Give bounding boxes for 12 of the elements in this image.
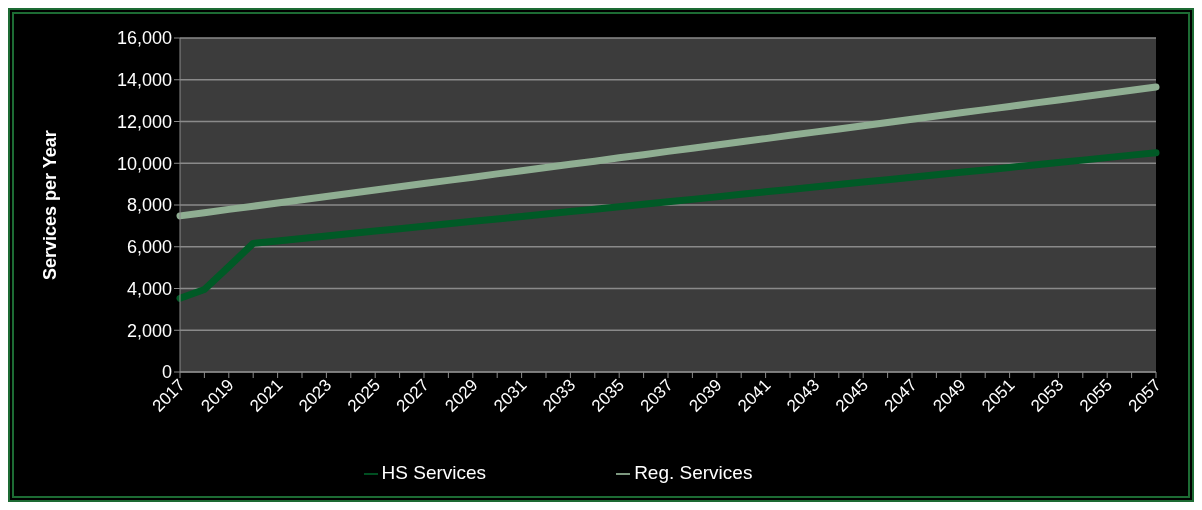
legend-label: Reg. Services	[634, 462, 753, 483]
y-tick-label: 14,000	[116, 70, 172, 91]
y-tick-label: 12,000	[116, 111, 172, 132]
y-axis-title: Services per Year	[40, 130, 61, 280]
y-tick-label: 2,000	[126, 320, 172, 341]
legend-label: HS Services	[381, 462, 487, 483]
y-tick-label: 4,000	[126, 278, 172, 299]
y-tick-label: 16,000	[116, 28, 172, 49]
y-tick-label: 10,000	[116, 153, 172, 174]
y-tick-label: 8,000	[126, 195, 172, 216]
y-tick-label: 0	[161, 362, 172, 383]
y-tick-label: 6,000	[126, 237, 172, 258]
